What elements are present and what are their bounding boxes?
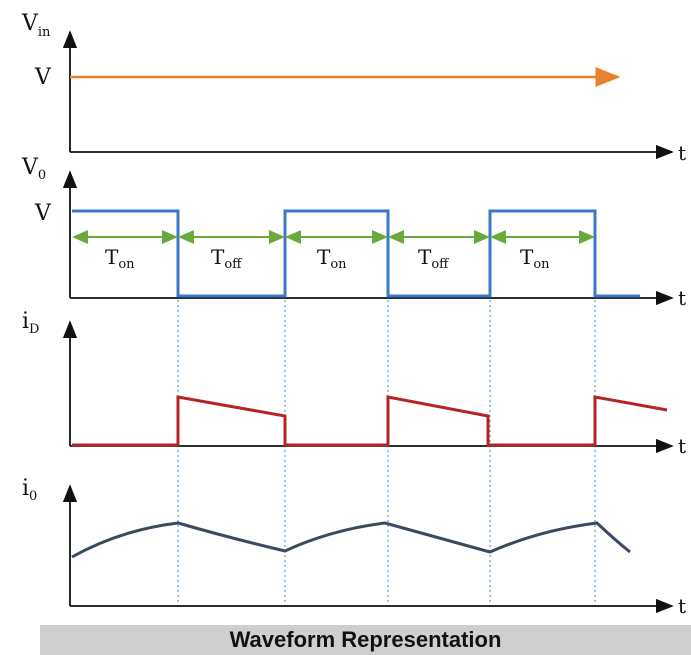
interval-label-toff: Toff <box>211 245 243 272</box>
io-panel: i0 t <box>22 476 686 618</box>
id-axis-label: iD <box>22 309 39 337</box>
id-t-label: t <box>678 434 686 458</box>
vo-panel: V0 V t Ton Toff Ton Toff <box>21 155 686 310</box>
io-t-label: t <box>678 594 686 618</box>
id-panel: iD t <box>22 309 686 458</box>
vin-axis-label: Vin <box>21 11 51 40</box>
io-waveform <box>71 521 631 559</box>
vo-level-label: V <box>34 201 52 226</box>
interval-label-ton: Ton <box>520 245 550 272</box>
vo-t-label: t <box>678 286 686 310</box>
interval-label-ton: Ton <box>105 245 135 272</box>
caption-bar <box>40 625 691 655</box>
vo-waveform <box>72 209 640 298</box>
vin-t-label: t <box>678 141 686 165</box>
io-axis-label: i0 <box>22 476 37 504</box>
interval-label-ton: Ton <box>317 245 347 272</box>
interval-label-toff: Toff <box>418 245 450 272</box>
vin-panel: Vin V t <box>21 11 686 165</box>
vin-level-label: V <box>34 65 52 90</box>
caption-title: Waveform Representation <box>229 627 502 652</box>
vo-axis-label: V0 <box>21 155 46 183</box>
id-waveform <box>72 395 668 447</box>
